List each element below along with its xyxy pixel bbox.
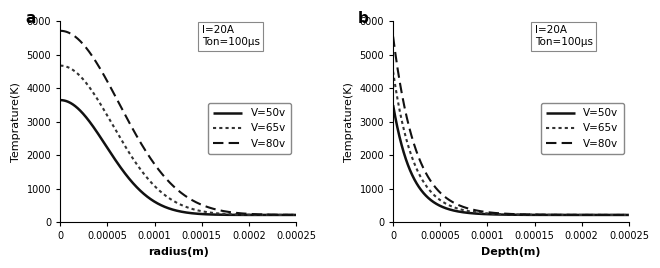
V=50v <box>292 213 300 217</box>
Y-axis label: Temprature(K): Temprature(K) <box>344 82 354 162</box>
V=80v <box>171 186 179 189</box>
V=65v <box>618 213 626 217</box>
V=50v <box>242 213 250 217</box>
V=50v <box>401 155 409 158</box>
V=80v <box>285 213 293 217</box>
V=50v <box>504 213 512 216</box>
V=80v <box>618 213 626 217</box>
V=65v <box>165 196 173 199</box>
Line: V=50v: V=50v <box>393 105 629 215</box>
V=50v <box>69 102 77 106</box>
Text: b: b <box>358 11 368 26</box>
V=50v <box>171 209 179 212</box>
V=65v <box>401 133 409 136</box>
V=65v <box>285 213 293 217</box>
V=50v <box>618 213 626 217</box>
V=50v <box>625 213 633 217</box>
V=50v <box>285 213 293 217</box>
V=80v <box>69 33 77 36</box>
V=80v <box>401 109 409 112</box>
Y-axis label: Temprature(K): Temprature(K) <box>11 82 21 162</box>
V=65v <box>292 213 300 217</box>
V=50v <box>165 207 173 210</box>
V=65v <box>618 213 626 217</box>
V=80v <box>625 213 633 217</box>
V=80v <box>618 213 626 217</box>
Text: I=20A
Ton=100μs: I=20A Ton=100μs <box>202 25 260 47</box>
X-axis label: radius(m): radius(m) <box>148 247 209 257</box>
V=80v <box>575 213 583 217</box>
V=50v <box>618 213 626 217</box>
V=80v <box>165 180 173 183</box>
V=80v <box>242 212 250 215</box>
Line: V=80v: V=80v <box>393 36 629 215</box>
V=80v <box>504 212 512 215</box>
V=50v <box>56 99 64 102</box>
V=65v <box>69 68 77 71</box>
V=50v <box>575 213 583 217</box>
Text: a: a <box>25 11 36 26</box>
V=65v <box>575 213 583 217</box>
V=80v <box>389 35 397 38</box>
Line: V=80v: V=80v <box>60 31 296 215</box>
X-axis label: Depth(m): Depth(m) <box>481 247 541 257</box>
Legend: V=50v, V=65v, V=80v: V=50v, V=65v, V=80v <box>541 103 624 154</box>
V=80v <box>56 29 64 32</box>
V=65v <box>242 213 250 216</box>
Text: I=20A
Ton=100μs: I=20A Ton=100μs <box>535 25 593 47</box>
V=65v <box>285 213 293 217</box>
V=50v <box>389 103 397 107</box>
V=80v <box>285 213 293 217</box>
V=50v <box>498 213 506 216</box>
Line: V=65v: V=65v <box>393 72 629 215</box>
V=65v <box>504 213 512 216</box>
V=80v <box>498 212 506 215</box>
Line: V=50v: V=50v <box>60 100 296 215</box>
V=65v <box>389 70 397 73</box>
V=65v <box>625 213 633 217</box>
V=65v <box>56 64 64 67</box>
V=80v <box>292 213 300 217</box>
V=50v <box>285 213 293 217</box>
Line: V=65v: V=65v <box>60 66 296 215</box>
V=65v <box>171 200 179 203</box>
Legend: V=50v, V=65v, V=80v: V=50v, V=65v, V=80v <box>208 103 291 154</box>
V=65v <box>498 213 506 216</box>
